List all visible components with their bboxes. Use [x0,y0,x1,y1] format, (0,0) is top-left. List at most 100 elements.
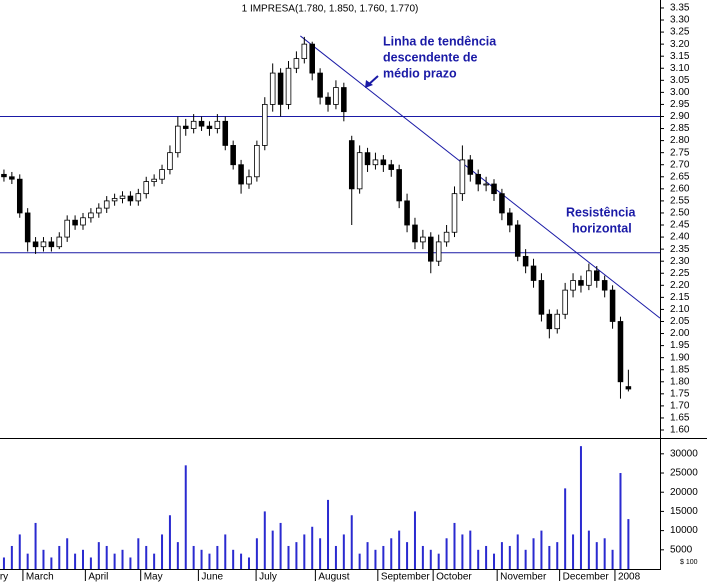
volume-bar [524,549,527,569]
volume-bar [579,446,582,569]
chart-title: 1 IMPRESA(1.780, 1.850, 1.760, 1.770) [242,4,419,15]
volume-bar [2,557,5,569]
volume-tick-label: 10000 [670,525,698,536]
volume-bar [390,538,393,569]
x-tick-label: March [26,572,54,582]
volume-bar [97,542,100,569]
candle-body [348,140,355,190]
y-tick-label: 2.00 [670,328,690,339]
candle-body [317,72,323,98]
volume-bar [81,549,84,569]
volume-bar [153,553,156,569]
annotation: médio prazo [383,66,457,80]
candle-body [601,280,608,291]
candle-body [451,193,458,233]
candle-body [467,159,474,175]
y-tick-label: 2.60 [670,183,690,194]
volume-bar [603,538,606,569]
volume-bar [437,553,440,569]
candle-body [40,241,47,248]
candle-body [372,159,379,166]
volume-bar [327,499,330,569]
volume-bar [89,557,92,569]
volume-bar [240,553,243,569]
y-tick-label: 2.50 [670,208,690,219]
volume-bar [350,515,353,569]
volume-bar [358,553,361,569]
x-tick-label: December [563,572,610,582]
candle-body [546,313,553,330]
volume-tick-label: 30000 [670,448,698,459]
y-tick-label: 2.40 [670,232,690,243]
volume-bar [303,534,306,569]
y-tick-label: 1.95 [670,340,690,351]
candle-body [1,173,7,178]
volume-bar [595,542,598,569]
candle-body [554,313,561,330]
candle-body [356,152,363,190]
candle-body [435,241,442,262]
annotation: Resistência [566,205,637,219]
volume-unit: $ 100 [680,559,698,566]
volume-bar [469,530,472,569]
y-tick-label: 1.75 [670,388,690,399]
volume-bar [161,534,164,569]
volume-bar [26,553,29,569]
volume-bar [508,545,511,569]
volume-bar [319,538,322,569]
volume-bar [516,534,519,569]
y-tick-label: 2.65 [670,171,690,182]
volume-bar [232,549,235,569]
candle-body [135,193,142,202]
volume-bar [287,545,290,569]
y-tick-label: 3.20 [670,39,690,50]
volume-bar [619,473,622,569]
candle-body [309,43,315,74]
y-tick-label: 2.85 [670,123,690,134]
x-tick-label: 2008 [618,572,641,582]
candle-body [530,265,537,281]
candle-body [48,241,55,248]
volume-bar [208,553,211,569]
x-tick-label: October [436,572,472,582]
candle-body [514,224,521,257]
volume-bar [477,549,480,569]
candle-body [143,181,149,195]
candle-body [9,176,15,180]
candle-body [586,270,592,286]
candle-body [483,183,489,186]
y-tick-label: 2.95 [670,99,690,110]
candle-body [159,169,165,180]
y-tick-label: 1.80 [670,376,690,387]
y-tick-label: 3.15 [670,51,690,62]
candle-body [420,236,426,243]
volume-bar [74,553,77,569]
candle-body [111,198,118,202]
candle-body [593,270,600,281]
candle-body [625,386,632,390]
volume-bar [572,534,575,569]
y-tick-label: 3.10 [670,63,690,74]
volume-bar [453,522,456,569]
candle-body [570,280,576,291]
candle-body [388,164,395,170]
volume-bar [587,530,590,569]
candle-body [182,125,189,129]
candle-body [277,72,284,105]
candle-body [254,145,260,178]
candle-body [491,183,497,195]
y-tick-label: 2.20 [670,280,690,291]
candle-body [364,152,371,166]
y-tick-label: 1.60 [670,425,690,436]
y-tick-label: 2.75 [670,147,690,158]
y-tick-label: 2.70 [670,159,690,170]
candle-body [293,58,300,69]
candle-body [459,159,466,195]
volume-bar [532,538,535,569]
volume-bar [224,534,227,569]
candle-body [562,289,568,315]
volume-bar [168,515,171,569]
volume-bar [247,557,250,569]
